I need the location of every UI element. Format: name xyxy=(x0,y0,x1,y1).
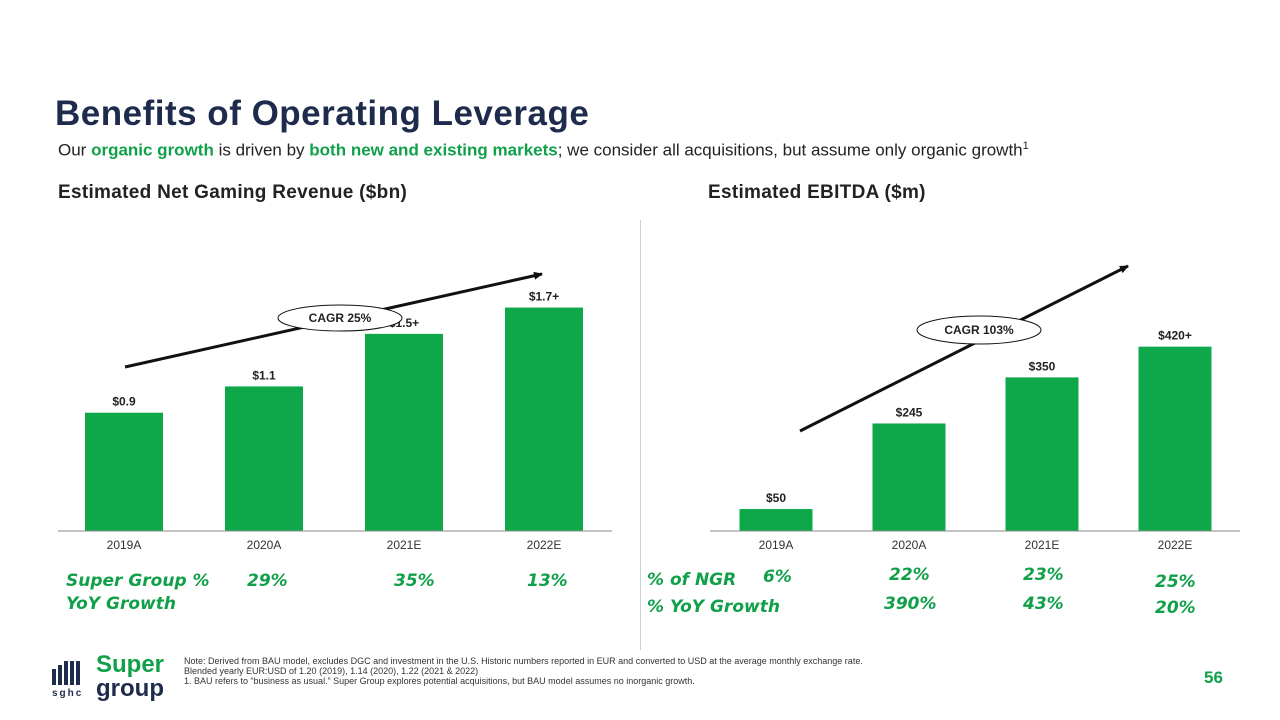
ebitda-bar-2022E xyxy=(1138,346,1212,531)
subtitle-highlight-markets: both new and existing markets xyxy=(309,140,558,160)
yoy-growth-2022: 20% xyxy=(1155,598,1196,618)
footnote-line-3: 1. BAU refers to “business as usual.” Su… xyxy=(184,676,695,686)
ebitda-value-label-2021E: $350 xyxy=(1029,359,1056,373)
ebitda-x-tick-2022E: 2022E xyxy=(1158,538,1193,552)
subtitle-highlight-organic: organic growth xyxy=(91,140,214,160)
ngr-x-tick-2021E: 2021E xyxy=(387,538,422,552)
ebitda-cagr-bubble xyxy=(916,315,1042,345)
ngr-value-label-2019A: $0.9 xyxy=(112,395,136,409)
ebitda-value-label-2020A: $245 xyxy=(896,405,923,419)
growth-value-2022: 13% xyxy=(527,571,568,591)
growth-label-line2: YoY Growth xyxy=(66,594,176,614)
logo-word-group: group xyxy=(96,675,164,702)
subtitle-footnote-ref: 1 xyxy=(1022,140,1029,152)
ngr-x-tick-2020A: 2020A xyxy=(247,538,282,552)
ebitda-bar-chart: $50 2019A $245 2020A $350 2021E $420+ 2022E CAGR… xyxy=(710,264,1240,552)
ngr-bar-2019A xyxy=(85,412,163,531)
ngr-cagr-label: CAGR 25% xyxy=(309,311,372,325)
growth-label-line1: Super Group % xyxy=(66,571,210,591)
subtitle-part-3: ; we consider all acquisitions, but assu… xyxy=(557,140,1023,160)
ngr-x-tick-2019A: 2019A xyxy=(107,538,142,552)
ngr-bar-chart: $0.92019A$1.12020A$1.5+2021E$1.7+2022ECA… xyxy=(58,271,612,552)
subtitle-part-1: Our xyxy=(58,140,92,160)
yoy-growth-label: % YoY Growth xyxy=(647,597,780,617)
logo-word-super: Super xyxy=(96,651,165,678)
ebitda-value-label-2022E: $420+ xyxy=(1158,329,1192,343)
logo-wordmark: Super group xyxy=(96,653,164,701)
ebitda-bar-2021E xyxy=(1005,377,1079,531)
page-subtitle: Our organic growth is driven by both new… xyxy=(58,140,1029,161)
panel-divider xyxy=(640,220,641,650)
ngr-bar-2021E xyxy=(365,333,443,531)
logo-abbr: sghc xyxy=(52,688,84,699)
ebitda-chart-title: Estimated EBITDA ($m) xyxy=(708,182,926,203)
ebitda-trend-arrow xyxy=(799,264,1129,433)
ngr-value-label-2022E: $1.7+ xyxy=(529,290,559,304)
ngr-value-label-2020A: $1.1 xyxy=(252,368,276,382)
ngr-pct-label: % of NGR xyxy=(647,570,737,590)
ngr-x-tick-2022E: 2022E xyxy=(527,538,562,552)
growth-value-2020: 29% xyxy=(247,571,288,591)
ngr-cagr-bubble xyxy=(277,304,403,332)
ngr-bar-2022E xyxy=(505,307,583,531)
ngr-pct-2022: 25% xyxy=(1155,572,1196,592)
growth-value-2021: 35% xyxy=(394,571,435,591)
yoy-growth-2020: 390% xyxy=(884,594,937,614)
footnote-line-1: Note: Derived from BAU model, excludes D… xyxy=(184,656,863,666)
ebitda-x-tick-2019A: 2019A xyxy=(759,538,794,552)
ngr-chart-title: Estimated Net Gaming Revenue ($bn) xyxy=(58,182,408,203)
page-title: Benefits of Operating Leverage xyxy=(55,94,590,133)
footnotes: Note: Derived from BAU model, excludes D… xyxy=(184,656,964,686)
ngr-pct-2020: 22% xyxy=(889,565,930,585)
yoy-growth-2021: 43% xyxy=(1023,594,1064,614)
ebitda-x-tick-2021E: 2021E xyxy=(1025,538,1060,552)
ngr-pct-2019: 6% xyxy=(763,567,792,587)
logo-bars-icon xyxy=(52,661,82,685)
company-logo: sghc Super group xyxy=(52,653,167,703)
page-number: 56 xyxy=(1204,668,1223,687)
ngr-pct-2021: 23% xyxy=(1023,565,1064,585)
ebitda-value-label-2019A: $50 xyxy=(766,491,786,505)
ebitda-bar-2020A xyxy=(872,423,946,531)
subtitle-part-2: is driven by xyxy=(213,140,310,160)
ebitda-bar-2019A xyxy=(739,509,813,531)
ebitda-cagr-label: CAGR 103% xyxy=(944,323,1014,337)
ebitda-x-tick-2020A: 2020A xyxy=(892,538,927,552)
footnote-line-2: Blended yearly EUR:USD of 1.20 (2019), 1… xyxy=(184,666,479,676)
ngr-bar-2020A xyxy=(225,386,303,531)
